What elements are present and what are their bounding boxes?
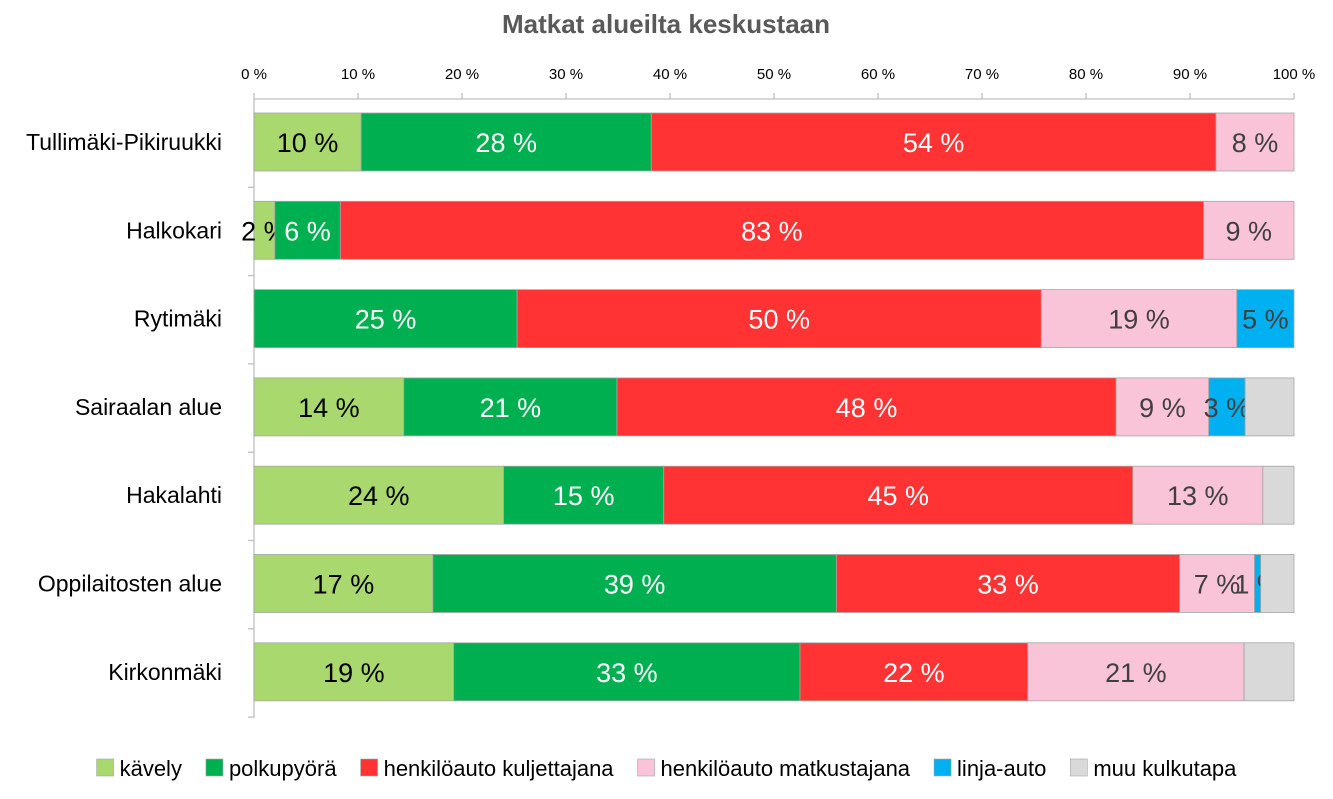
data-label: 33 % (977, 570, 1039, 600)
x-tick-label: 80 % (1069, 66, 1103, 83)
bar-segment (1260, 554, 1295, 613)
data-label: 83 % (741, 216, 803, 246)
data-label: 3 % (1204, 393, 1251, 423)
bar-segment (663, 465, 1134, 525)
x-tick-label: 50 % (757, 66, 791, 83)
bar-segment (616, 377, 1117, 437)
x-tick-label: 20 % (445, 66, 479, 83)
bar-segment (360, 112, 652, 172)
data-label: 13 % (1167, 481, 1229, 511)
bars: 10 % 28 % 54 % 8 %2 %6 % 83 % 9 %25 % 50 % 19 %… (241, 112, 1295, 702)
legend-label: kävely (120, 756, 182, 781)
legend-label: henkilöauto matkustajana (661, 756, 911, 781)
category-label: Rytimäki (134, 306, 222, 332)
legend-label: muu kulkutapa (1093, 756, 1237, 781)
data-label: 7 % (1194, 570, 1241, 600)
legend-swatch (637, 758, 655, 777)
bar-segment (1115, 377, 1210, 437)
data-label: 19 % (323, 658, 385, 688)
legend-label: polkupyörä (229, 756, 337, 781)
data-label: 50 % (748, 305, 810, 335)
bar-segment (1262, 465, 1295, 525)
bar-segment (1203, 200, 1295, 260)
bar-segment (1132, 465, 1264, 525)
bar-segment (339, 200, 1204, 260)
x-tick-label: 90 % (1173, 66, 1207, 83)
category-label: Tullimäki-Pikiruukki (26, 129, 222, 155)
x-tick-label: 70 % (965, 66, 999, 83)
x-tick-label: 10 % (341, 66, 375, 83)
bar-segment (1027, 642, 1245, 702)
data-label: 9 % (1225, 216, 1272, 246)
bar-segment (1040, 289, 1238, 349)
data-label: 33 % (596, 658, 658, 688)
x-axis: 0 % 10 % 20 % 30 % 40 % 50 % 60 % 70 % 80 % 90 % 1… (241, 66, 1315, 718)
data-label: 25 % (355, 305, 417, 335)
x-tick-label: 0 % (241, 66, 267, 83)
category-labels: Tullimäki-Pikiruukki Halkokari Rytimäki Sai… (26, 129, 222, 685)
bar-segment (253, 465, 505, 525)
bar-segment (253, 289, 518, 349)
bar-segment (1179, 554, 1255, 613)
x-tick-label: 100 % (1273, 66, 1316, 83)
category-label: Oppilaitosten alue (38, 571, 222, 597)
data-label: 5 % (1242, 305, 1289, 335)
data-label: 15 % (553, 481, 615, 511)
bar-segment (274, 200, 341, 260)
bar-segment (1243, 642, 1295, 702)
data-label: 10 % (277, 128, 339, 158)
bar-segment (253, 642, 455, 702)
bar-segment (432, 554, 837, 613)
x-tick-label: 60 % (861, 66, 895, 83)
data-label: 22 % (883, 658, 945, 688)
legend: kävely polkupyörä henkilöauto kuljettajana… (96, 756, 1237, 781)
data-label: 48 % (836, 393, 898, 423)
data-label: 28 % (475, 128, 537, 158)
legend-swatch (205, 758, 224, 777)
data-label: 39 % (604, 570, 666, 600)
bar-segment (503, 465, 665, 525)
bar-segment (403, 377, 618, 437)
data-label: 6 % (284, 216, 331, 246)
category-label: Hakalahti (126, 482, 222, 508)
x-tick-label: 40 % (653, 66, 687, 83)
x-tick-label: 30 % (549, 66, 583, 83)
bar-segment (1236, 289, 1295, 349)
bar-segment (799, 642, 1029, 702)
data-label: 14 % (298, 393, 360, 423)
chart-title: Matkat alueilta keskustaan (502, 9, 830, 39)
bar-segment (253, 377, 405, 437)
category-label: Kirkonmäki (108, 659, 222, 685)
bar-segment (453, 642, 801, 702)
data-label: 24 % (348, 481, 410, 511)
legend-swatch (96, 758, 114, 777)
legend-label: henkilöauto kuljettajana (384, 756, 615, 781)
data-label: 21 % (480, 393, 542, 423)
category-label: Halkokari (126, 217, 222, 243)
legend-swatch (1070, 758, 1088, 777)
legend-swatch (360, 758, 378, 777)
data-label: 17 % (313, 570, 375, 600)
bar-segment (1208, 377, 1246, 437)
bar-segment (253, 554, 434, 613)
data-label: 8 % (1232, 128, 1279, 158)
data-label: 45 % (868, 481, 930, 511)
legend-label: linja-auto (957, 756, 1046, 781)
category-label: Sairaalan alue (75, 394, 222, 420)
bar-segment (253, 112, 362, 172)
bar-segment (1215, 112, 1295, 172)
data-label: 19 % (1108, 305, 1170, 335)
bar-segment (836, 554, 1181, 613)
data-label: 21 % (1105, 658, 1167, 688)
data-label: 9 % (1139, 393, 1186, 423)
bar-segment (1244, 377, 1295, 437)
bar-segment (516, 289, 1042, 349)
data-label: 54 % (903, 128, 965, 158)
legend-swatch (933, 758, 952, 777)
